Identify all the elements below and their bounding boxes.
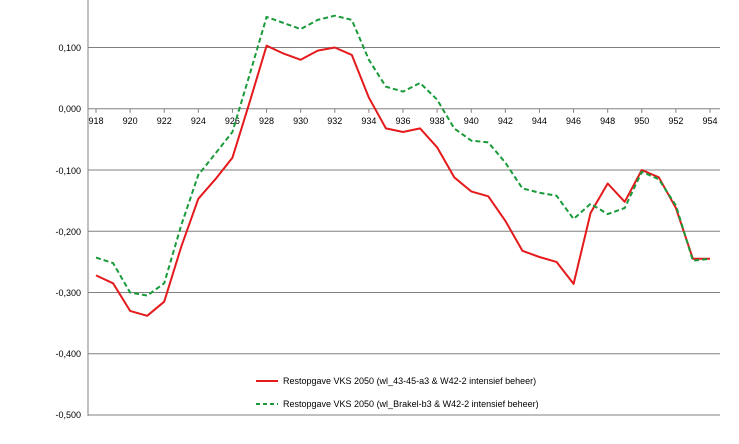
- x-tick-label: 944: [532, 116, 547, 126]
- legend-label: Restopgave VKS 2050 (wl_Brakel-b3 & W42-…: [283, 399, 539, 409]
- x-tick-label: 932: [327, 116, 342, 126]
- x-tick-label: 942: [498, 116, 513, 126]
- x-tick-label: 938: [430, 116, 445, 126]
- y-tick-label: 0,000: [58, 104, 81, 114]
- y-tick-label: -0,100: [55, 166, 81, 176]
- x-tick-label: 924: [191, 116, 206, 126]
- y-tick-label: -0,400: [55, 349, 81, 359]
- x-tick-label: 936: [395, 116, 410, 126]
- x-tick-label: 952: [668, 116, 683, 126]
- x-tick-label: 940: [464, 116, 479, 126]
- y-axis: 0,100 0,000 -0,100 -0,200 -0,300 -0,400 …: [55, 0, 89, 420]
- x-tick-label: 934: [361, 116, 376, 126]
- y-tick-label: -0,300: [55, 288, 81, 298]
- x-tick-label: 918: [88, 116, 103, 126]
- series-lines: [95, 14, 711, 317]
- x-tick-label: 950: [634, 116, 649, 126]
- x-tick-label: 920: [123, 116, 138, 126]
- x-tick-label: 926: [225, 116, 240, 126]
- y-tick-label: -0,500: [55, 410, 81, 420]
- y-tick-label: -0,200: [55, 227, 81, 237]
- x-tick-label: 946: [566, 116, 581, 126]
- series-line-red: [95, 44, 710, 317]
- x-tick-label: 922: [157, 116, 172, 126]
- x-tick-label: 928: [259, 116, 274, 126]
- x-tick-label: 954: [702, 116, 717, 126]
- x-tick-label: 948: [600, 116, 615, 126]
- legend: Restopgave VKS 2050 (wl_43-45-a3 & W42-2…: [256, 376, 539, 409]
- gridlines: [88, 47, 720, 416]
- legend-label: Restopgave VKS 2050 (wl_43-45-a3 & W42-2…: [283, 376, 536, 386]
- series-line-green: [95, 14, 711, 297]
- x-tick-label: 930: [293, 116, 308, 126]
- y-tick-label: 0,100: [58, 43, 81, 53]
- x-axis: 918 920 922 924 926 928 930 932 934 936 938 940 942 9…: [88, 108, 718, 126]
